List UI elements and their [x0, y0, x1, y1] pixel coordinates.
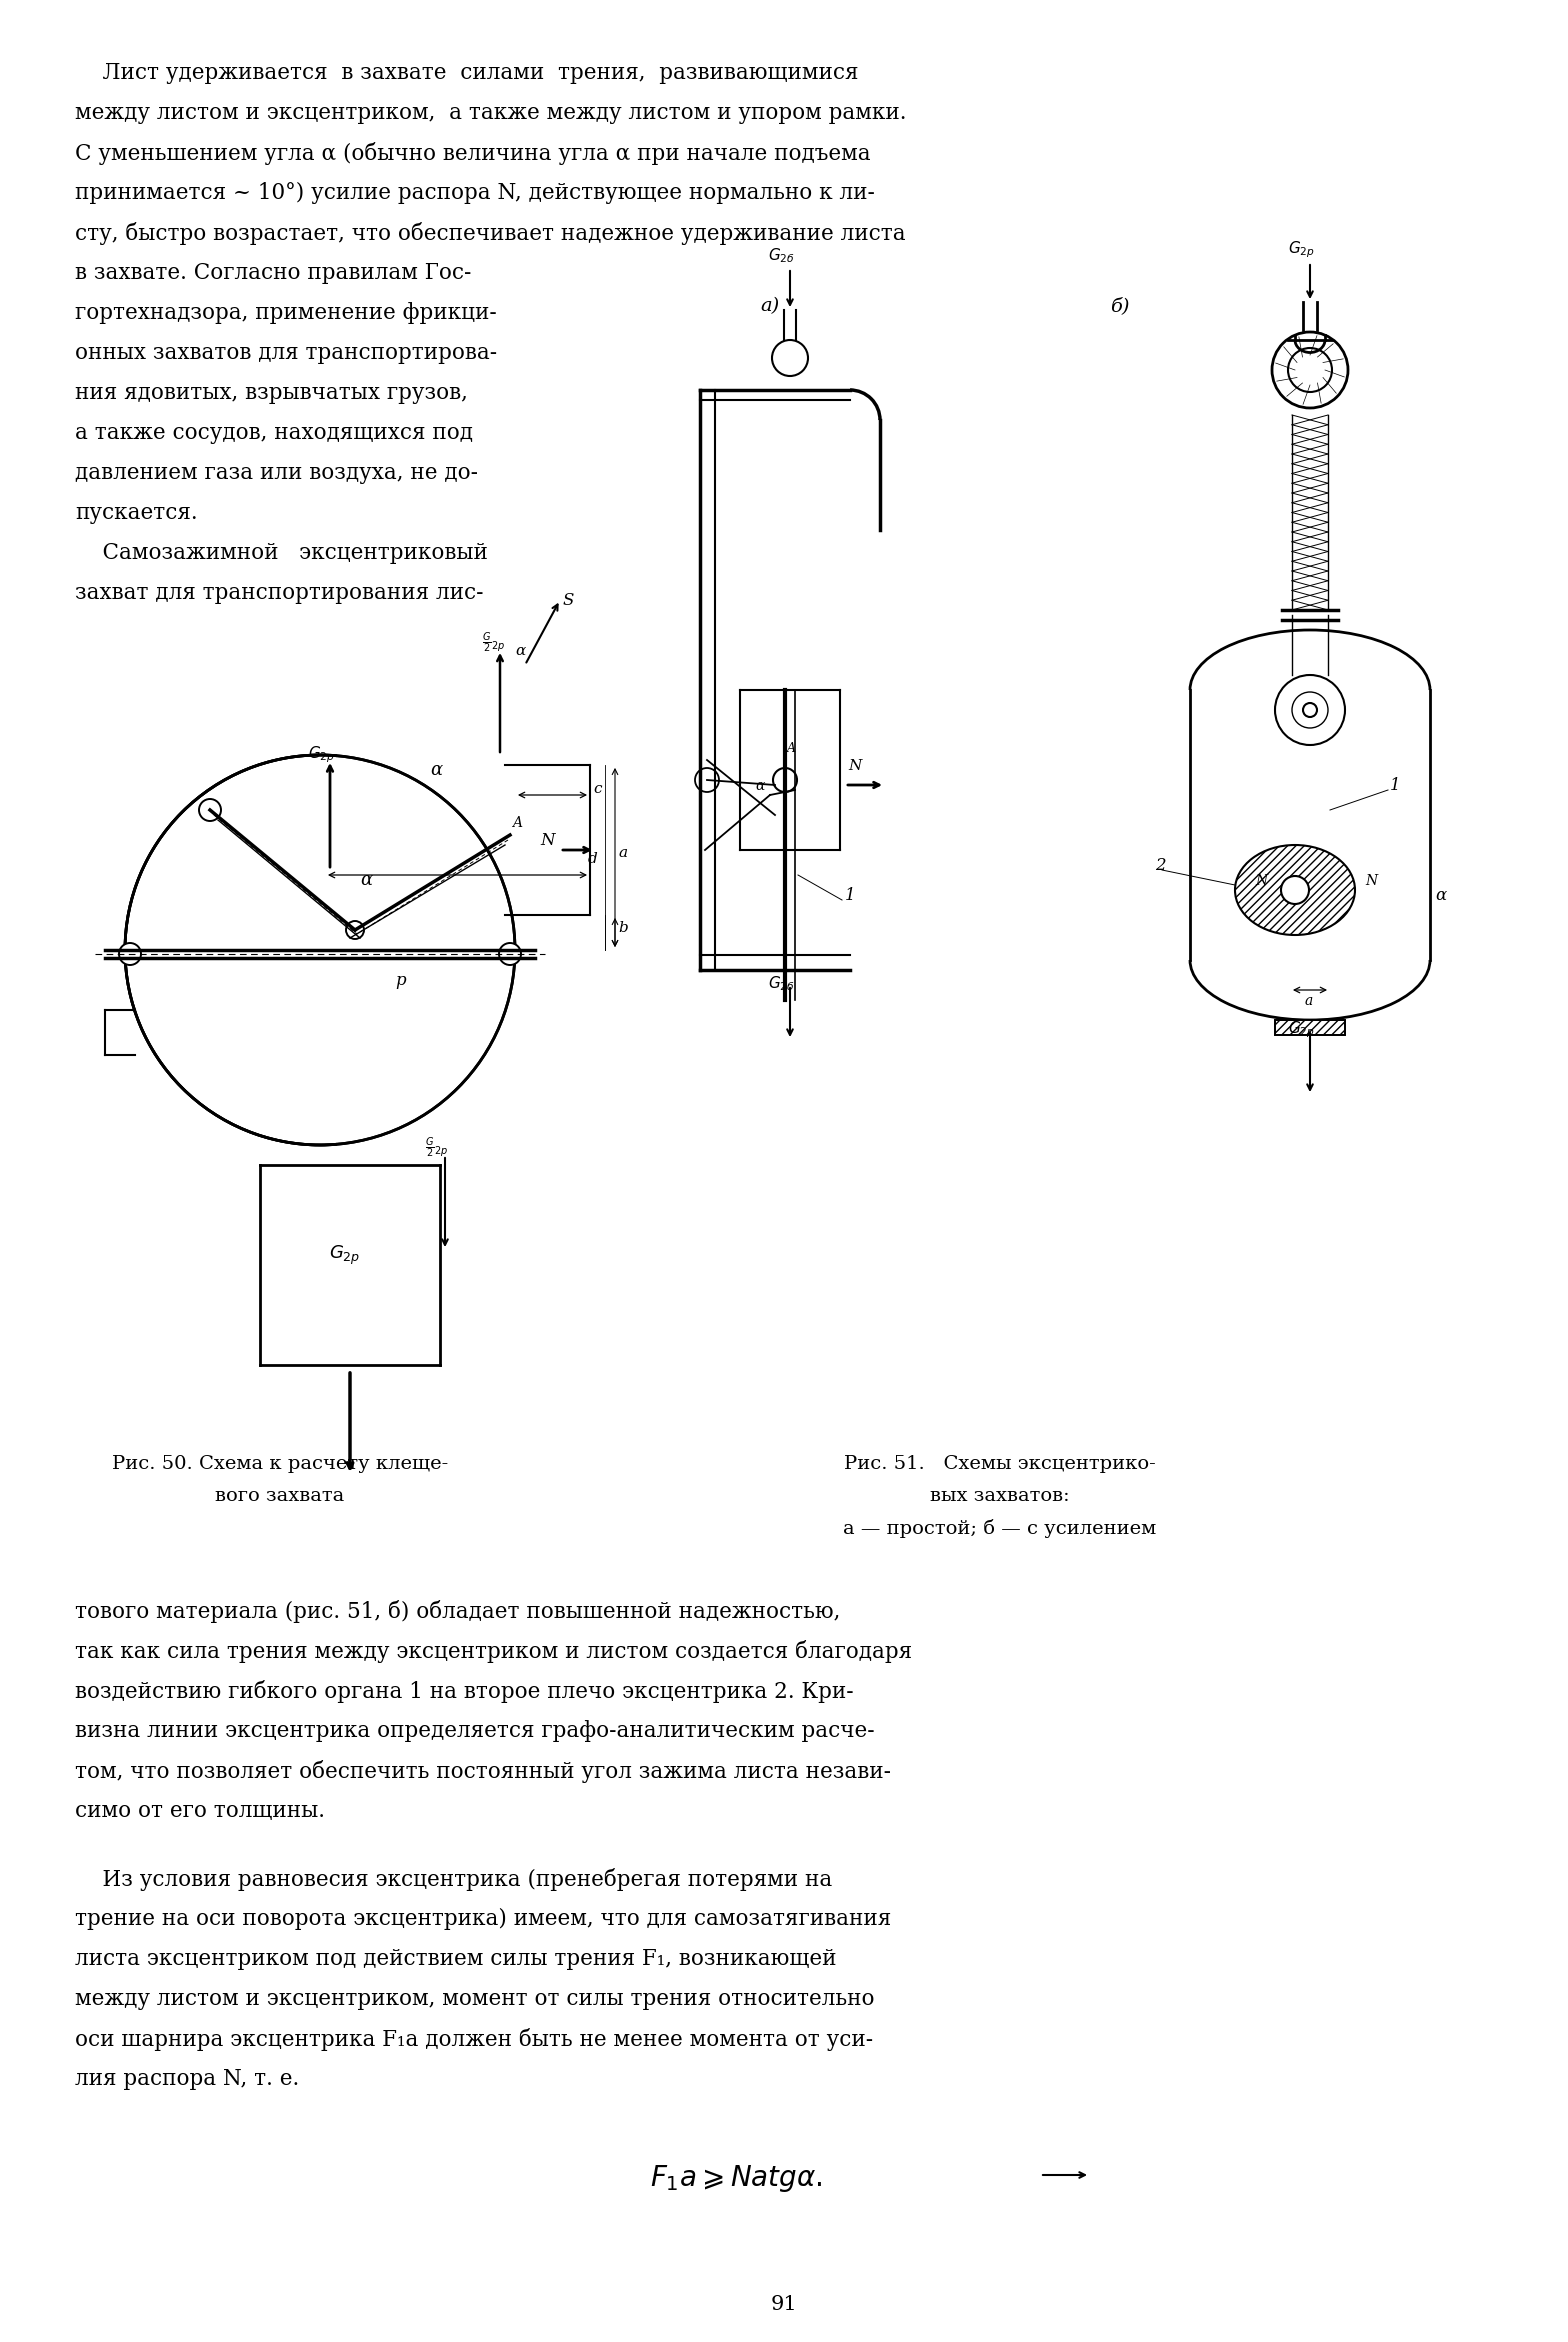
- Text: в захвате. Согласно правилам Гос-: в захвате. Согласно правилам Гос-: [75, 262, 472, 283]
- Text: N: N: [1254, 874, 1267, 888]
- Text: α: α: [514, 644, 525, 658]
- Text: A: A: [787, 742, 797, 754]
- Text: том, что позволяет обеспечить постоянный угол зажима листа незави-: том, что позволяет обеспечить постоянный…: [75, 1759, 891, 1782]
- Text: a: a: [618, 845, 627, 860]
- Text: ния ядовитых, взрывчатых грузов,: ния ядовитых, взрывчатых грузов,: [75, 382, 467, 405]
- Circle shape: [119, 944, 141, 965]
- Text: 1: 1: [845, 888, 856, 904]
- Text: N: N: [1366, 874, 1377, 888]
- Text: принимается ~ 10°) усилие распора N, действующее нормально к ли-: принимается ~ 10°) усилие распора N, дей…: [75, 183, 875, 204]
- Circle shape: [773, 768, 797, 792]
- Text: онных захватов для транспортирова-: онных захватов для транспортирова-: [75, 342, 497, 363]
- Text: оси шарнира эксцентрика F₁a должен быть не менее момента от уси-: оси шарнира эксцентрика F₁a должен быть …: [75, 2028, 873, 2052]
- Text: а — простой; б — с усилением: а — простой; б — с усилением: [844, 1520, 1157, 1539]
- Text: 91: 91: [770, 2295, 798, 2314]
- Text: $G_{2б}$: $G_{2б}$: [768, 974, 795, 993]
- Text: 1: 1: [1389, 778, 1400, 794]
- Text: $G_{2р}$: $G_{2р}$: [1287, 239, 1316, 260]
- Text: p: p: [395, 972, 406, 988]
- Text: трение на оси поворота эксцентрика) имеем, что для самозатягивания: трение на оси поворота эксцентрика) имее…: [75, 1909, 891, 1930]
- Text: a: a: [1305, 993, 1314, 1007]
- Text: симо от его толщины.: симо от его толщины.: [75, 1801, 325, 1822]
- Circle shape: [199, 799, 221, 822]
- Text: визна линии эксцентрика определяется графо-аналитическим расче-: визна линии эксцентрика определяется гра…: [75, 1719, 875, 1742]
- Text: $G_{2р}$: $G_{2р}$: [1287, 1019, 1316, 1040]
- Bar: [1275, 1021, 1345, 1035]
- Text: давлением газа или воздуха, не до-: давлением газа или воздуха, не до-: [75, 461, 478, 485]
- Text: $\frac{G}{2}$$_{2р}$: $\frac{G}{2}$$_{2р}$: [425, 1136, 448, 1159]
- Circle shape: [1275, 674, 1345, 745]
- Text: $\frac{G}{2}$$_{2р}$: $\frac{G}{2}$$_{2р}$: [481, 630, 505, 656]
- Text: б): б): [1110, 297, 1129, 316]
- Circle shape: [347, 920, 364, 939]
- Text: $F_1a \geqslant Natg\alpha.$: $F_1a \geqslant Natg\alpha.$: [651, 2164, 823, 2194]
- Circle shape: [1292, 691, 1328, 728]
- Text: Самозажимной   эксцентриковый: Самозажимной эксцентриковый: [75, 541, 488, 564]
- Text: Рис. 50. Схема к расчету клеще-: Рис. 50. Схема к расчету клеще-: [111, 1454, 448, 1473]
- Text: вых захватов:: вых захватов:: [930, 1487, 1069, 1506]
- Text: так как сила трения между эксцентриком и листом создается благодаря: так как сила трения между эксцентриком и…: [75, 1639, 913, 1663]
- Text: лия распора N, т. е.: лия распора N, т. е.: [75, 2068, 299, 2089]
- Text: Из условия равновесия эксцентрика (пренебрегая потерями на: Из условия равновесия эксцентрика (прене…: [75, 1869, 833, 1890]
- Circle shape: [695, 768, 720, 792]
- Text: S: S: [563, 593, 574, 609]
- Circle shape: [1287, 349, 1331, 391]
- Text: пускается.: пускается.: [75, 501, 198, 525]
- Text: захват для транспортирования лис-: захват для транспортирования лис-: [75, 583, 483, 604]
- Text: сту, быстро возрастает, что обеспечивает надежное удерживание листа: сту, быстро возрастает, что обеспечивает…: [75, 222, 906, 246]
- Text: листа эксцентриком под действием силы трения F₁, возникающей: листа эксцентриком под действием силы тр…: [75, 1949, 836, 1970]
- Text: между листом и эксцентриком, момент от силы трения относительно: между листом и эксцентриком, момент от с…: [75, 1988, 875, 2009]
- Bar: [1275, 1021, 1345, 1035]
- Circle shape: [771, 340, 808, 377]
- Text: Лист удерживается  в захвате  силами  трения,  развивающимися: Лист удерживается в захвате силами трени…: [75, 61, 859, 84]
- Text: N: N: [848, 759, 861, 773]
- Text: $G_{2р}$: $G_{2р}$: [329, 1244, 361, 1267]
- Text: α: α: [1435, 888, 1446, 904]
- Text: С уменьшением угла α (обычно величина угла α при начале подъема: С уменьшением угла α (обычно величина уг…: [75, 143, 870, 164]
- Circle shape: [1303, 703, 1317, 717]
- Text: вого захвата: вого захвата: [215, 1487, 345, 1506]
- Text: 2: 2: [1156, 857, 1165, 874]
- Text: α: α: [361, 871, 372, 890]
- Text: d: d: [588, 852, 597, 867]
- Text: а также сосудов, находящихся под: а также сосудов, находящихся под: [75, 422, 474, 445]
- Text: b: b: [618, 920, 627, 934]
- Text: N: N: [539, 831, 555, 850]
- Text: $G_{2р}$: $G_{2р}$: [307, 745, 336, 766]
- Text: а): а): [760, 297, 779, 316]
- Text: α: α: [756, 780, 764, 794]
- Text: A: A: [513, 815, 522, 829]
- Circle shape: [1281, 876, 1309, 904]
- Text: между листом и эксцентриком,  а также между листом и упором рамки.: между листом и эксцентриком, а также меж…: [75, 103, 906, 124]
- Text: тового материала (рис. 51, б) обладает повышенной надежностью,: тового материала (рис. 51, б) обладает п…: [75, 1600, 840, 1623]
- Circle shape: [1272, 333, 1348, 408]
- Circle shape: [499, 944, 521, 965]
- Text: Рис. 51.   Схемы эксцентрико-: Рис. 51. Схемы эксцентрико-: [844, 1454, 1156, 1473]
- Text: c: c: [593, 782, 602, 796]
- Ellipse shape: [1236, 845, 1355, 934]
- Text: α: α: [430, 761, 442, 780]
- Text: гортехнадзора, применение фрикци-: гортехнадзора, применение фрикци-: [75, 302, 497, 323]
- Text: $G_{2б}$: $G_{2б}$: [768, 246, 795, 265]
- Text: воздействию гибкого органа 1 на второе плечо эксцентрика 2. Кри-: воздействию гибкого органа 1 на второе п…: [75, 1679, 853, 1703]
